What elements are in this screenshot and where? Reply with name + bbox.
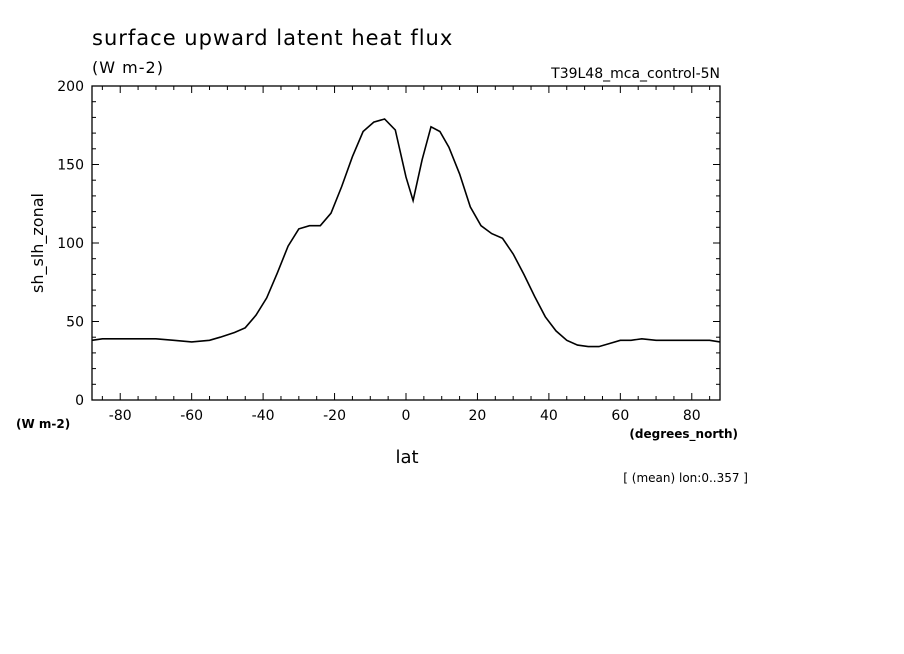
x-tick-label: -60: [180, 408, 203, 424]
run-label: T39L48_mca_control-5N: [550, 66, 720, 82]
x-tick-label: -80: [109, 408, 132, 424]
chart-units-label: (W m-2): [92, 58, 164, 77]
y-tick-label: 200: [57, 79, 84, 95]
x-tick-label: -20: [323, 408, 346, 424]
series-line: [91, 118, 721, 348]
x-unit-label: (degrees_north): [629, 427, 738, 442]
y-unit-label: (W m-2): [16, 417, 70, 431]
x-tick-label: 0: [402, 408, 411, 424]
x-tick-label: -40: [252, 408, 275, 424]
x-tick-labels: -80 -60 -40 -20 0 20 40 60 80: [109, 408, 701, 424]
x-tick-label: 80: [683, 408, 701, 424]
plot-frame: [91, 85, 721, 401]
footnote: [ (mean) lon:0..357 ]: [623, 471, 748, 485]
y-tick-labels: 0 50 100 150 200: [57, 79, 84, 409]
y-tick-label: 50: [66, 315, 84, 331]
x-axis-label: lat: [395, 447, 418, 468]
x-tick-label: 20: [469, 408, 487, 424]
y-tick-label: 150: [57, 158, 84, 174]
y-axis-label: sh_slh_zonal: [28, 193, 48, 293]
axis-ticks: [92, 85, 720, 401]
chart-title: surface upward latent heat flux: [92, 26, 453, 50]
x-tick-label: 40: [540, 408, 558, 424]
x-tick-label: 60: [611, 408, 629, 424]
y-tick-label: 100: [57, 236, 84, 252]
y-tick-label: 0: [75, 393, 84, 409]
